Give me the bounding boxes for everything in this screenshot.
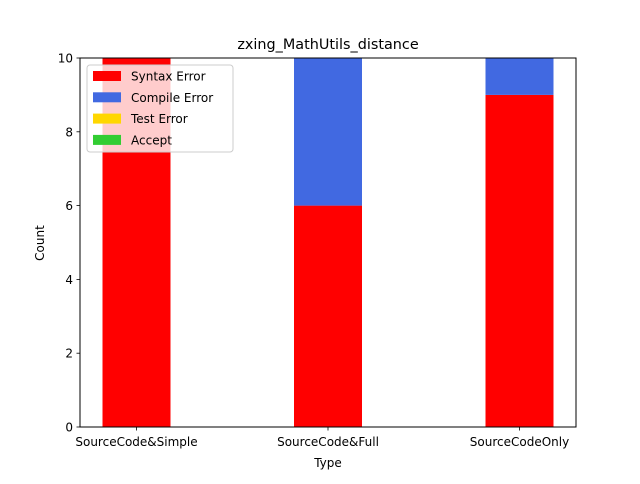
- legend-label: Accept: [131, 133, 172, 147]
- x-tick-label: SourceCodeOnly: [470, 435, 569, 449]
- axes-group: 0 2 4 6 8 10 SourceCode&Simple SourceCode&Full S…: [58, 52, 577, 449]
- legend-swatch: [93, 134, 121, 145]
- bar-syntax-error-1: [294, 205, 362, 427]
- bar-compile-error-2: [485, 58, 554, 95]
- y-tick-label: 8: [65, 125, 73, 139]
- y-tick-label: 6: [65, 199, 73, 213]
- x-tick-label: SourceCode&Full: [277, 435, 379, 449]
- y-axis-label: Count: [33, 225, 47, 261]
- legend-label: Test Error: [130, 112, 188, 126]
- legend-label: Syntax Error: [131, 70, 206, 84]
- y-tick-label: 4: [65, 273, 73, 287]
- y-tick-label: 2: [65, 347, 73, 361]
- bar-syntax-error-2: [485, 94, 554, 428]
- x-tick-label: SourceCode&Simple: [75, 435, 197, 449]
- legend-swatch: [93, 92, 121, 103]
- x-axis-label: Type: [313, 456, 342, 470]
- legend: Syntax Error Compile Error Test Error Accep…: [86, 64, 234, 153]
- y-tick-label: 10: [58, 52, 73, 66]
- legend-swatch: [93, 71, 121, 81]
- chart-title: zxing_MathUtils_distance: [237, 37, 419, 53]
- legend-box: [86, 64, 234, 153]
- y-tick-label: 0: [65, 421, 73, 435]
- bar-compile-error-1: [294, 58, 362, 206]
- legend-swatch: [93, 113, 121, 124]
- legend-label: Compile Error: [131, 91, 213, 105]
